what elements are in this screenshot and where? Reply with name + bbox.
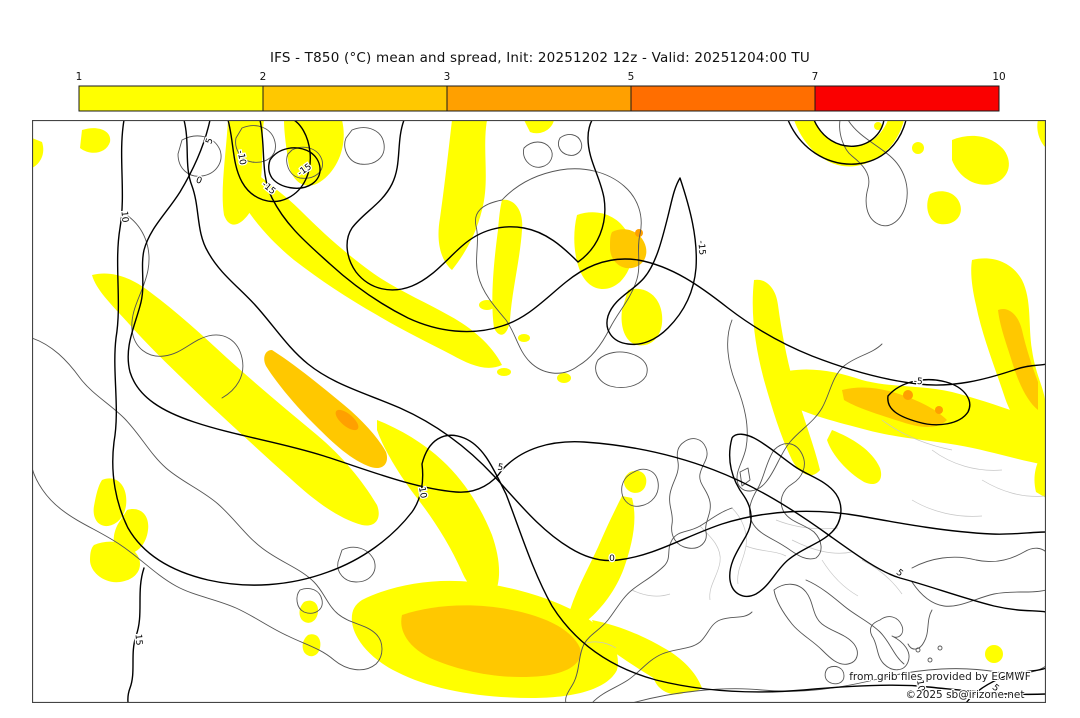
contour-label: 5 (894, 568, 905, 579)
chart-title: IFS - T850 (°C) mean and spread, Init: 2… (269, 50, 811, 66)
contour-label: -5 (913, 377, 923, 388)
map-frame (32, 120, 1046, 703)
contour-label: 15 (133, 634, 144, 646)
colorbar-segment (446, 85, 632, 112)
contour-label: 10 (416, 486, 428, 499)
colorbar-segments (78, 85, 1000, 112)
contour-lines (112, 120, 1046, 703)
colorbar-tick: 5 (628, 71, 635, 83)
colorbar-tick: 10 (992, 71, 1005, 83)
colorbar-tick: 3 (444, 71, 451, 83)
contour-label: 10 (914, 679, 926, 692)
contour-label: -10 (235, 150, 247, 166)
spread-layer-3-5 (335, 229, 943, 431)
colorbar-tick: 7 (812, 71, 819, 83)
contour-label: -15 (695, 240, 706, 256)
spread-layer-2-3 (264, 229, 1038, 678)
country-borders (583, 419, 1046, 649)
attribution-line1: from grib files provided by ECMWF (849, 671, 1031, 683)
contour-label: 10 (119, 211, 130, 224)
contour-label: 0 (194, 175, 203, 186)
colorbar: 1 2 3 5 7 10 (76, 71, 1005, 112)
contour-label: 0 (609, 554, 615, 564)
contour-label: 5 (497, 463, 504, 474)
attribution-line2: ©2025 sb@irizone.net (906, 689, 1025, 701)
contour-label: 5 (204, 137, 215, 146)
colorbar-ticks: 1 2 3 5 7 10 (76, 71, 1005, 83)
colorbar-segment (630, 85, 816, 112)
colorbar-segment (262, 85, 448, 112)
colorbar-segment (78, 85, 264, 112)
colorbar-tick: 1 (76, 71, 83, 83)
colorbar-tick: 2 (260, 71, 267, 83)
colorbar-segment (814, 85, 1000, 112)
